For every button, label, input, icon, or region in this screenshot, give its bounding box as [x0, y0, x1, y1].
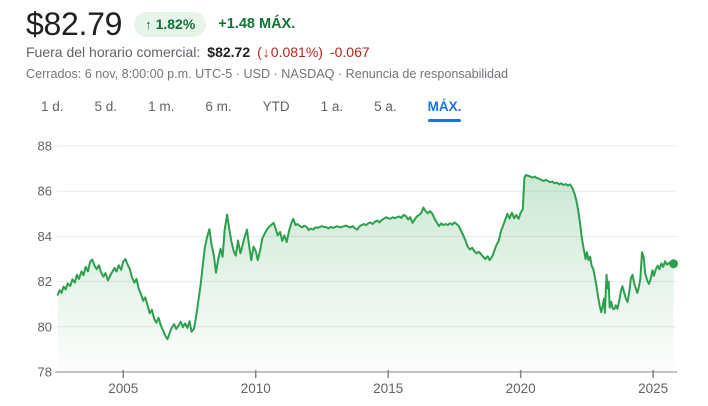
after-hours-row: Fuera del horario comercial: $82.72 (↓ 0.… [26, 44, 370, 61]
current-price: $82.79 [26, 6, 123, 42]
after-hours-percent-change: (↓ 0.081%) [257, 44, 323, 61]
absolute-change: +1.48 MÁX. [218, 16, 296, 32]
tab-max[interactable]: MÁX. [427, 97, 461, 123]
tab-ytd[interactable]: YTD [262, 99, 290, 114]
arrow-up-icon: ↑ [145, 16, 152, 32]
time-range-tabs: 1 d. 5 d. 1 m. 6 m. YTD 1 a. 5 a. MÁX. [41, 97, 461, 123]
y-axis-label: 80 [38, 319, 52, 334]
paren-open: ( [257, 44, 262, 60]
arrow-down-icon: ↓ [262, 44, 270, 60]
y-axis-label: 82 [38, 274, 52, 289]
tab-1m[interactable]: 1 m. [148, 99, 175, 114]
after-hours-label: Fuera del horario comercial: [26, 44, 201, 60]
price-line [56, 173, 675, 341]
disclaimer-link[interactable]: Renuncia de responsabilidad [345, 67, 509, 81]
price-area-fill [57, 174, 674, 372]
percent-change-value: 1.82% [155, 15, 196, 32]
y-axis-label: 78 [38, 365, 52, 380]
tab-6m[interactable]: 6 m. [205, 99, 232, 114]
x-axis-label: 2015 [373, 381, 403, 396]
after-hours-absolute-change: -0.067 [329, 44, 370, 60]
tab-1y[interactable]: 1 a. [320, 99, 344, 114]
tab-1d[interactable]: 1 d. [41, 99, 64, 114]
y-axis-label: 88 [38, 139, 52, 154]
x-axis-label: 2020 [506, 381, 536, 396]
market-status-line: Cerrados: 6 nov, 8:00:00 p.m. UTC-5 · US… [26, 66, 508, 82]
percent-change-badge: ↑ 1.82% [134, 11, 207, 37]
tab-5y[interactable]: 5 a. [374, 99, 397, 114]
market-closed-info: Cerrados: 6 nov, 8:00:00 p.m. UTC-5 · US… [26, 67, 343, 81]
tab-5d[interactable]: 5 d. [94, 99, 118, 114]
after-hours-price: $82.72 [207, 44, 251, 60]
chart-canvas[interactable]: 2005 2010 2015 2020 2025 88 86 84 82 80 78 [0, 130, 708, 406]
y-axis-label: 86 [38, 184, 52, 199]
price-history-chart[interactable]: 2005 2010 2015 2020 2025 88 86 84 82 80 78 [0, 130, 708, 406]
x-axis-label: 2025 [638, 381, 668, 396]
latest-point-marker [669, 259, 679, 269]
x-axis-label: 2005 [108, 381, 138, 396]
price-row: $82.79 ↑ 1.82% +1.48 MÁX. [26, 5, 295, 43]
x-axis-label: 2010 [241, 381, 271, 396]
after-hours-percent-value: 0.081%) [270, 44, 323, 60]
y-axis-label: 84 [38, 229, 52, 244]
